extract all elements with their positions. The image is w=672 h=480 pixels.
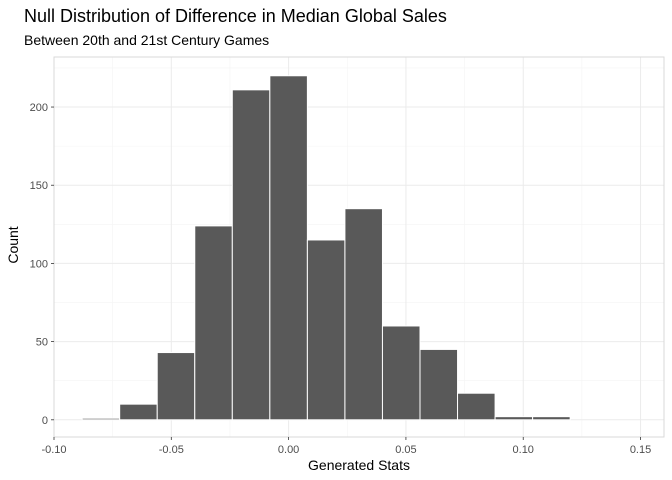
chart-title: Null Distribution of Difference in Media… — [24, 6, 447, 26]
x-tick-label: 0.00 — [278, 444, 299, 456]
y-tick-label: 50 — [36, 337, 48, 349]
histogram-bar — [194, 225, 233, 421]
histogram-bar — [419, 348, 459, 421]
histogram-bar — [119, 403, 158, 421]
histogram-bar — [494, 416, 534, 421]
x-tick-label: 0.15 — [630, 444, 651, 456]
plot-panel — [53, 56, 665, 438]
x-axis-ticks: -0.10 -0.05 0.00 0.05 0.10 0.15 — [41, 437, 651, 456]
y-tick-label: 100 — [30, 258, 48, 270]
x-tick-label: -0.10 — [41, 444, 66, 456]
histogram-bar — [306, 239, 346, 421]
histogram-bar — [532, 416, 571, 421]
histogram-bar — [81, 417, 121, 421]
histogram-bars — [81, 75, 571, 421]
x-axis-title: Generated Stats — [308, 457, 410, 473]
x-tick-label: 0.05 — [395, 444, 416, 456]
histogram-bar — [344, 208, 383, 421]
histogram-bar — [231, 89, 271, 421]
chart-subtitle: Between 20th and 21st Century Games — [24, 32, 269, 48]
y-tick-label: 0 — [42, 415, 48, 427]
y-axis-title: Count — [5, 226, 21, 263]
y-axis-ticks: 0 50 100 150 200 — [30, 102, 54, 427]
histogram-bar — [156, 352, 196, 421]
histogram-bar — [269, 75, 308, 421]
x-tick-label: 0.10 — [513, 444, 534, 456]
y-tick-label: 150 — [30, 180, 48, 192]
x-tick-label: -0.05 — [159, 444, 184, 456]
y-tick-label: 200 — [30, 102, 48, 114]
histogram-bar — [381, 325, 421, 421]
histogram-bar — [457, 392, 496, 421]
